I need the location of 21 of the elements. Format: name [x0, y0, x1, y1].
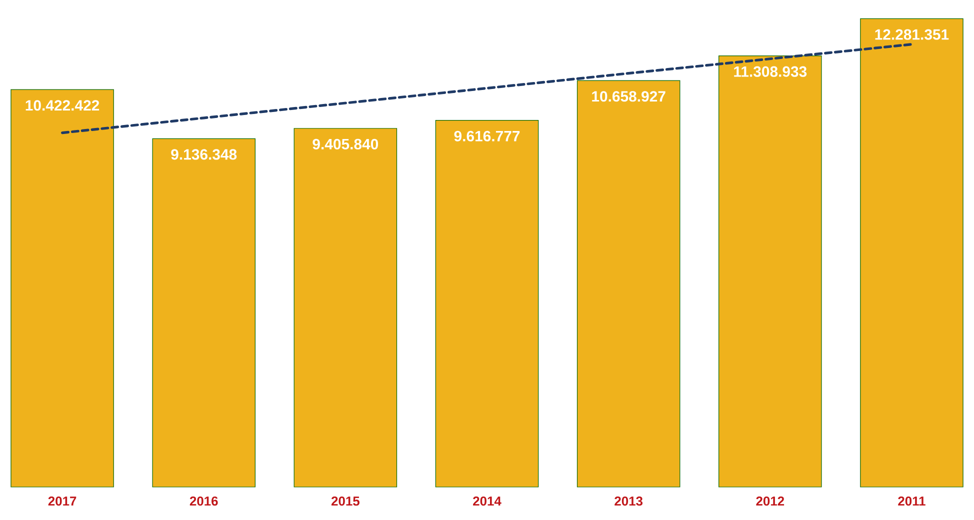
- data-label: 9.616.777: [454, 130, 520, 142]
- x-tick-label: 2015: [331, 496, 360, 506]
- bar: [435, 120, 539, 488]
- bar: [718, 56, 822, 488]
- data-label: 9.405.840: [312, 138, 378, 150]
- data-label: 12.281.351: [875, 29, 949, 40]
- bar: [10, 89, 114, 488]
- x-tick-label: 2016: [190, 496, 218, 506]
- bar: [576, 80, 680, 488]
- data-label: 11.308.933: [734, 66, 807, 77]
- data-label: 9.136.348: [171, 149, 237, 160]
- x-tick-label: 2011: [898, 496, 926, 506]
- bar: [152, 138, 256, 488]
- x-tick-label: 2014: [473, 496, 502, 506]
- x-tick-label: 2012: [756, 496, 784, 506]
- x-tick-label: 2013: [614, 496, 643, 506]
- x-tick-label: 2017: [48, 496, 76, 506]
- data-label: 10.422.422: [26, 100, 100, 111]
- data-label: 10.658.927: [592, 91, 666, 102]
- bar: [294, 128, 398, 488]
- bar: [860, 18, 964, 488]
